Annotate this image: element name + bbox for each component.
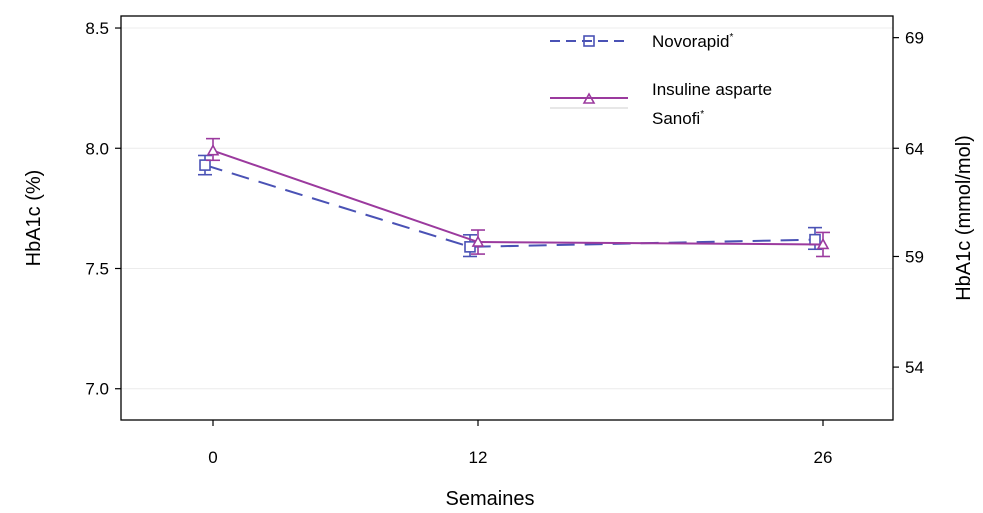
data-point-square bbox=[199, 159, 211, 171]
legend: Novorapid* Insuline asparte Sanofi* bbox=[550, 32, 772, 128]
data-point-triangle bbox=[206, 144, 220, 156]
y-left-tick-label: 8.0 bbox=[85, 139, 109, 158]
y-axis-right: 54 59 64 69 bbox=[893, 29, 924, 377]
data-point-triangle bbox=[816, 237, 830, 250]
y-right-tick-label: 54 bbox=[905, 358, 924, 377]
y-left-tick-label: 8.5 bbox=[85, 19, 109, 38]
y-axis-left: 7.0 7.5 8.0 8.5 bbox=[85, 19, 121, 399]
y-right-tick-label: 59 bbox=[905, 247, 924, 266]
data-point-triangle bbox=[471, 235, 485, 247]
legend-sanofi-label-line2: Sanofi* bbox=[652, 109, 704, 128]
series-line-1 bbox=[212, 149, 824, 246]
data-point-square bbox=[464, 241, 476, 253]
legend-novorapid-marker bbox=[583, 35, 595, 47]
y-axis-left-title: HbA1c (%) bbox=[23, 170, 45, 267]
x-tick-label: 0 bbox=[208, 448, 217, 467]
legend-novorapid-label: Novorapid* bbox=[652, 32, 734, 51]
y-left-tick-label: 7.0 bbox=[85, 380, 109, 399]
y-right-tick-label: 69 bbox=[905, 29, 924, 48]
plot-frame bbox=[120, 15, 894, 421]
gridlines bbox=[121, 27, 893, 390]
legend-sanofi-marker bbox=[582, 92, 596, 104]
y-left-tick-label: 7.5 bbox=[85, 260, 109, 279]
x-axis: 0 12 26 bbox=[208, 420, 832, 467]
y-axis-right-title: HbA1c (mmol/mol) bbox=[953, 135, 975, 301]
data-point-square bbox=[809, 233, 821, 246]
x-tick-label: 26 bbox=[814, 448, 833, 467]
x-axis-title: Semaines bbox=[446, 488, 535, 510]
y-right-tick-label: 64 bbox=[905, 139, 924, 158]
series-layer bbox=[198, 137, 830, 258]
series-line-0 bbox=[204, 164, 816, 248]
x-tick-label: 12 bbox=[469, 448, 488, 467]
legend-sanofi-label-line1: Insuline asparte bbox=[652, 80, 772, 99]
